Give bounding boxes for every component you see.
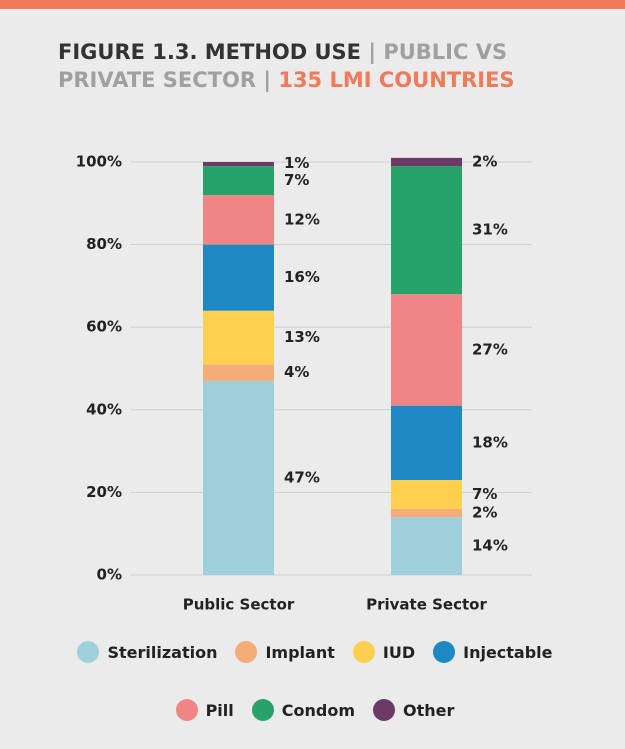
- x-tick-label: Public Sector: [183, 596, 295, 614]
- legend-label: Implant: [265, 642, 335, 662]
- value-label: 4%: [284, 363, 309, 381]
- legend-item: IUD: [352, 640, 416, 664]
- subtitle: | PUBLIC VS PRIVATE SECTOR |: [58, 40, 508, 92]
- bar-segment: [391, 294, 462, 406]
- value-label: 12%: [284, 210, 320, 228]
- legend-label: Condom: [281, 700, 356, 720]
- legend-swatch: [251, 699, 274, 721]
- legend-swatch: [433, 641, 456, 663]
- value-label: 18%: [472, 433, 508, 451]
- bar-segment: [391, 405, 462, 481]
- value-label: 13%: [284, 328, 320, 346]
- y-tick-label: 80%: [86, 235, 122, 253]
- y-tick-label: 60%: [86, 318, 122, 336]
- bar-segment: [203, 195, 274, 245]
- y-tick-label: 0%: [97, 566, 122, 584]
- bar-segment: [391, 157, 462, 167]
- legend-swatch: [235, 641, 258, 663]
- legend-item: Implant: [235, 640, 335, 664]
- x-tick-label: Private Sector: [366, 596, 487, 614]
- chart-title: FIGURE 1.3. METHOD USE: [58, 40, 362, 64]
- bar-segment: [391, 480, 462, 509]
- legend-item: Condom: [251, 698, 356, 722]
- bar-segment: [203, 364, 274, 381]
- y-tick-label: 20%: [86, 483, 122, 501]
- legend-label: Sterilization: [107, 642, 218, 662]
- legend-label: IUD: [382, 642, 416, 662]
- value-label: 47%: [284, 468, 320, 486]
- value-label: 7%: [284, 171, 309, 189]
- value-label: 16%: [284, 268, 320, 286]
- title-block: FIGURE 1.3. METHOD USE | PUBLIC VS PRIVA…: [58, 38, 598, 94]
- value-label: 27%: [472, 340, 508, 358]
- note: 135 LMI COUNTRIES: [278, 68, 515, 92]
- legend: Sterilization Implant IUD Injectable Pill Con…: [45, 640, 585, 722]
- bar-segment: [203, 310, 274, 365]
- legend-item: Injectable: [433, 640, 553, 664]
- legend-item: Other: [373, 698, 454, 722]
- chart: 0% 20% 40% 60% 80% 100% Public Sector 47% 4% 13% 1…: [76, 153, 532, 614]
- bar-segment: [391, 508, 462, 518]
- legend-label: Injectable: [463, 642, 553, 662]
- value-label: 7%: [472, 485, 497, 503]
- bar-segment: [391, 517, 462, 575]
- value-label: 2%: [472, 504, 497, 522]
- bar-segment: [203, 380, 274, 575]
- legend-item: Sterilization: [77, 640, 217, 664]
- legend-item: Pill: [175, 698, 234, 722]
- legend-label: Other: [403, 700, 455, 720]
- bar-segment: [391, 166, 462, 295]
- top-bar: [0, 0, 625, 9]
- y-tick-label: 100%: [76, 153, 122, 171]
- bar-segment: [203, 162, 274, 167]
- legend-swatch: [175, 699, 198, 721]
- bar-segment: [203, 166, 274, 196]
- value-label: 31%: [472, 221, 508, 239]
- value-label: 2%: [472, 153, 497, 171]
- value-label: 14%: [472, 537, 508, 555]
- legend-label: Pill: [205, 700, 234, 720]
- value-label: 1%: [284, 154, 309, 172]
- legend-swatch: [77, 641, 100, 663]
- legend-swatch: [373, 699, 396, 721]
- y-tick-label: 40%: [86, 400, 122, 418]
- legend-swatch: [352, 641, 375, 663]
- bar-segment: [203, 244, 274, 311]
